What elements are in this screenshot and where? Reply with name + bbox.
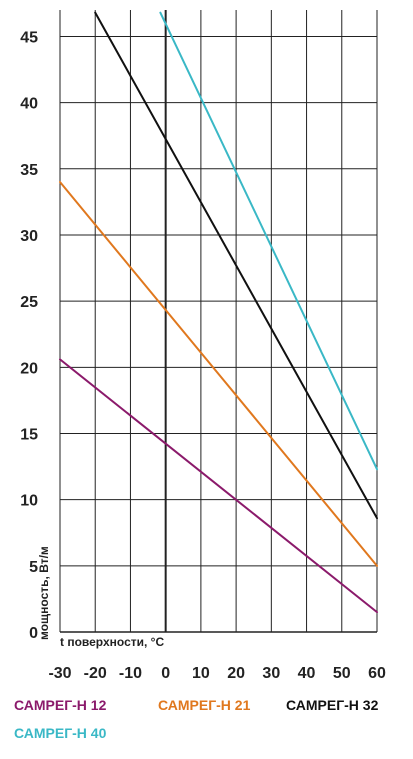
series-lines xyxy=(59,11,378,614)
y-tick-label: 20 xyxy=(20,360,38,377)
legend-item-samreg-21: САМРЕГ-Н 21 xyxy=(158,697,251,713)
y-axis-label: мощность, Вт/м xyxy=(37,546,51,640)
y-tick-label: 30 xyxy=(20,228,38,245)
y-tick-label: 10 xyxy=(20,493,38,510)
series-line-1 xyxy=(59,358,378,614)
x-tick-label: 60 xyxy=(368,665,386,682)
series-line-2 xyxy=(59,181,378,567)
y-tick-label: 5 xyxy=(29,559,38,576)
y-tick-label: 35 xyxy=(20,162,38,179)
y-tick-label: 45 xyxy=(20,29,38,46)
x-tick-label: 0 xyxy=(161,665,170,682)
series-line-4 xyxy=(159,11,378,471)
y-tick-label: 25 xyxy=(20,294,38,311)
tick-labels: 0 5 10 15 20 25 30 35 40 45 -30 -20 -10 0 10 20 30 40 50 60 xyxy=(20,29,386,682)
x-axis-label: t поверхности, °C xyxy=(60,635,164,649)
legend-item-samreg-32: САМРЕГ-Н 32 xyxy=(286,697,379,713)
legend: САМРЕГ-Н 12 САМРЕГ-Н 21 САМРЕГ-Н 32 САМР… xyxy=(14,697,379,741)
legend-item-samreg-12: САМРЕГ-Н 12 xyxy=(14,697,107,713)
x-tick-label: 10 xyxy=(192,665,210,682)
grid xyxy=(59,10,378,632)
x-tick-label: -10 xyxy=(119,665,142,682)
x-tick-label: 30 xyxy=(262,665,280,682)
x-tick-label: -20 xyxy=(84,665,107,682)
x-tick-label: -30 xyxy=(48,665,71,682)
y-tick-label: 15 xyxy=(20,426,38,443)
y-tick-label: 40 xyxy=(20,96,38,113)
x-tick-label: 40 xyxy=(298,665,316,682)
y-tick-label: 0 xyxy=(29,625,38,642)
x-tick-label: 50 xyxy=(333,665,351,682)
series-line-3 xyxy=(94,11,378,520)
x-tick-label: 20 xyxy=(227,665,245,682)
legend-item-samreg-40: САМРЕГ-Н 40 xyxy=(14,725,107,741)
